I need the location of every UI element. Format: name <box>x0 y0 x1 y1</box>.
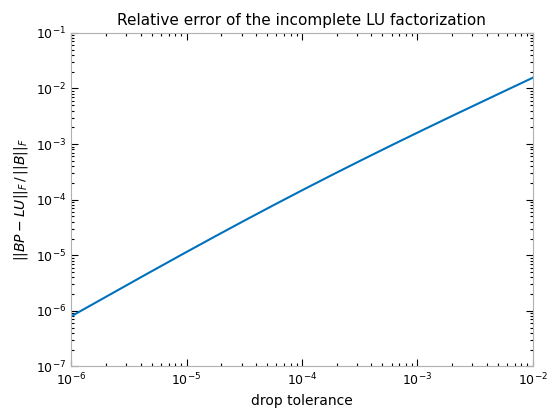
X-axis label: drop tolerance: drop tolerance <box>251 394 353 407</box>
Y-axis label: $||BP-LU||_F\,/\,||B||_F$: $||BP-LU||_F\,/\,||B||_F$ <box>12 138 30 261</box>
Title: Relative error of the incomplete LU factorization: Relative error of the incomplete LU fact… <box>118 13 486 27</box>
